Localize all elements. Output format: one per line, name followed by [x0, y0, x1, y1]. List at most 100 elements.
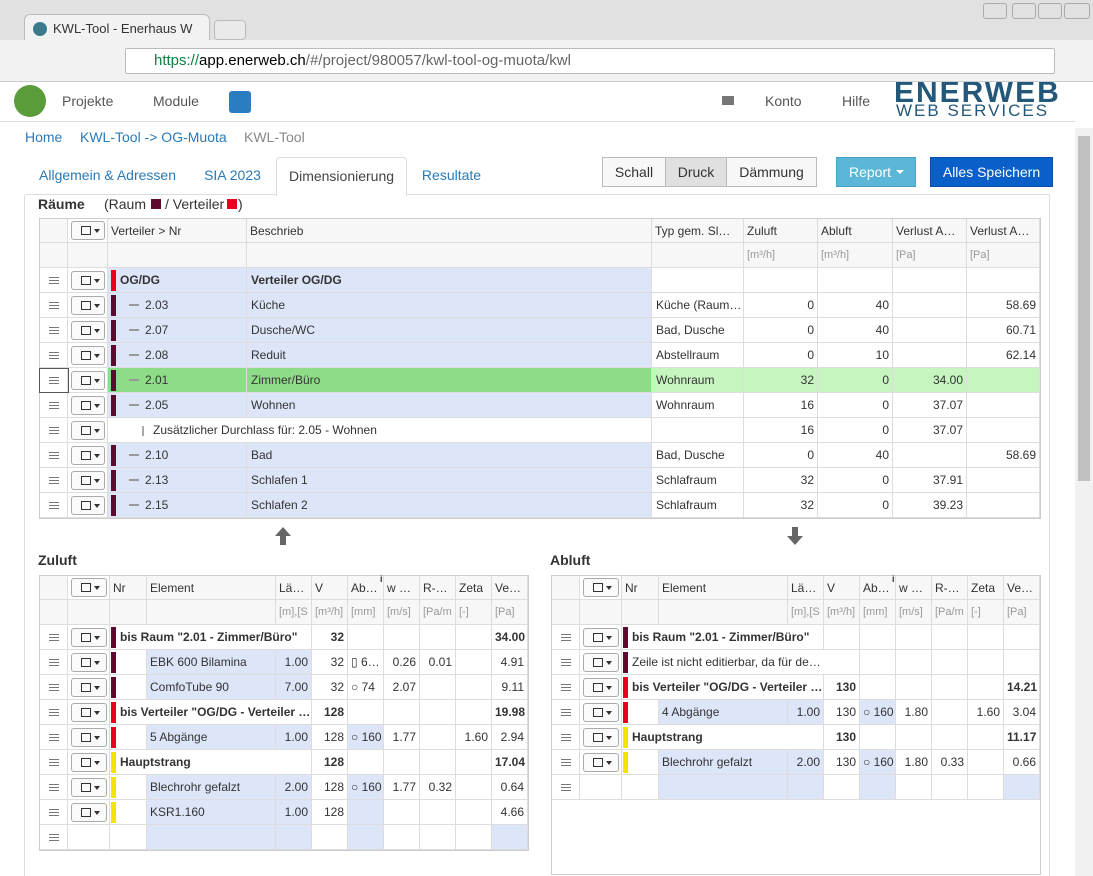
- row-menu-button[interactable]: [583, 653, 619, 672]
- column-header[interactable]: Nr: [110, 576, 147, 600]
- column-header[interactable]: Typ gem. Sl…: [652, 219, 744, 243]
- drag-handle[interactable]: [40, 800, 68, 825]
- column-header[interactable]: Element: [147, 576, 276, 600]
- table-cell[interactable]: Bad: [247, 443, 652, 468]
- row-menu-button[interactable]: [71, 446, 105, 465]
- table-cell[interactable]: Küche: [247, 293, 652, 318]
- drag-handle[interactable]: [552, 750, 580, 775]
- drag-handle[interactable]: [40, 393, 68, 418]
- row-menu-button[interactable]: [583, 753, 619, 772]
- column-header[interactable]: Verlust A…: [967, 219, 1040, 243]
- column-header[interactable]: Ve…: [1004, 576, 1040, 600]
- row-menu-button[interactable]: [71, 653, 107, 672]
- table-cell[interactable]: Hauptstrang: [629, 725, 824, 750]
- column-header[interactable]: Nr: [622, 576, 659, 600]
- row-menu-button[interactable]: [71, 471, 105, 490]
- row-menu-button[interactable]: [71, 221, 105, 240]
- report-button[interactable]: Report: [836, 157, 916, 187]
- column-header[interactable]: Element: [659, 576, 788, 600]
- table-cell[interactable]: 4 Abgänge: [659, 700, 788, 725]
- column-header[interactable]: V: [824, 576, 860, 600]
- table-cell[interactable]: bis Verteiler "OG/DG - Verteiler …: [629, 675, 824, 700]
- column-header[interactable]: Verteiler > Nr: [108, 219, 247, 243]
- column-header[interactable]: Ab…: [860, 576, 896, 600]
- drag-handle[interactable]: [40, 443, 68, 468]
- toggle-button[interactable]: Dämmung: [726, 157, 817, 187]
- fan-icon[interactable]: [229, 91, 251, 113]
- address-bar[interactable]: https://app.enerweb.ch/#/project/980057/…: [125, 48, 1055, 74]
- minimize-button[interactable]: [1012, 3, 1036, 19]
- column-header[interactable]: Verlust A…: [893, 219, 967, 243]
- column-header[interactable]: Ve…: [492, 576, 528, 600]
- table-cell[interactable]: Zimmer/Büro: [247, 368, 652, 393]
- toggle-button[interactable]: Schall: [602, 157, 666, 187]
- column-header[interactable]: Zuluft: [744, 219, 818, 243]
- row-menu-button[interactable]: [71, 371, 105, 390]
- toggle-button[interactable]: Druck: [665, 157, 727, 187]
- column-header[interactable]: V: [312, 576, 348, 600]
- table-cell[interactable]: Hauptstrang: [117, 750, 312, 775]
- table-cell[interactable]: Reduit: [247, 343, 652, 368]
- table-cell[interactable]: Zusätzlicher Durchlass für: 2.05 - Wohne…: [108, 418, 652, 443]
- table-cell[interactable]: [659, 775, 788, 800]
- drag-handle[interactable]: [40, 418, 68, 443]
- row-menu-button[interactable]: [71, 703, 107, 722]
- arrow-up[interactable]: [274, 526, 292, 546]
- row-menu-button[interactable]: [71, 321, 105, 340]
- row-menu-button[interactable]: [71, 678, 107, 697]
- maximize-button[interactable]: [1038, 3, 1062, 19]
- row-menu-button[interactable]: [583, 703, 619, 722]
- table-cell[interactable]: bis Raum "2.01 - Zimmer/Büro": [117, 625, 312, 650]
- row-menu-button[interactable]: [71, 803, 107, 822]
- column-header[interactable]: Ab…: [348, 576, 384, 600]
- drag-handle[interactable]: [40, 750, 68, 775]
- column-header[interactable]: Beschrieb: [247, 219, 652, 243]
- row-menu-button[interactable]: [71, 271, 105, 290]
- column-header[interactable]: w …: [896, 576, 932, 600]
- column-header[interactable]: Lä…: [788, 576, 824, 600]
- drag-handle[interactable]: [40, 675, 68, 700]
- tab[interactable]: Resultate: [408, 157, 495, 194]
- row-menu-button[interactable]: [583, 578, 619, 597]
- scrollbar[interactable]: [1075, 128, 1093, 876]
- table-cell[interactable]: Schlafen 2: [247, 493, 652, 518]
- profile-button[interactable]: [983, 3, 1007, 19]
- table-cell[interactable]: 5 Abgänge: [147, 725, 276, 750]
- drag-handle[interactable]: [40, 493, 68, 518]
- row-menu-button[interactable]: [583, 678, 619, 697]
- tab[interactable]: Allgemein & Adressen: [26, 157, 189, 194]
- nav-item[interactable]: Konto: [765, 93, 802, 109]
- drag-handle[interactable]: [40, 468, 68, 493]
- drag-handle[interactable]: [40, 775, 68, 800]
- column-header[interactable]: Abluft: [818, 219, 893, 243]
- tab[interactable]: Dimensionierung: [276, 157, 407, 196]
- drag-handle[interactable]: [552, 625, 580, 650]
- row-menu-button[interactable]: [71, 628, 107, 647]
- table-cell[interactable]: ComfoTube 90: [147, 675, 276, 700]
- close-button[interactable]: [1064, 3, 1090, 19]
- table-cell[interactable]: Wohnen: [247, 393, 652, 418]
- column-header[interactable]: Zeta: [456, 576, 492, 600]
- table-cell[interactable]: bis Raum "2.01 - Zimmer/Büro": [629, 625, 824, 650]
- table-cell[interactable]: bis Verteiler "OG/DG - Verteiler …: [117, 700, 312, 725]
- table-cell[interactable]: Zeile ist nicht editierbar, da für de…: [629, 650, 860, 675]
- row-menu-button[interactable]: [71, 496, 105, 515]
- drag-handle[interactable]: [552, 725, 580, 750]
- breadcrumb-item[interactable]: Home: [25, 129, 63, 145]
- row-menu-button[interactable]: [71, 753, 107, 772]
- row-menu-button[interactable]: [71, 396, 105, 415]
- column-header[interactable]: R-…: [420, 576, 456, 600]
- drag-handle[interactable]: [552, 775, 580, 800]
- row-menu-button[interactable]: [71, 578, 107, 597]
- drag-handle[interactable]: [40, 343, 68, 368]
- table-cell[interactable]: Verteiler OG/DG: [247, 268, 652, 293]
- drag-handle[interactable]: [40, 725, 68, 750]
- drag-handle[interactable]: [552, 700, 580, 725]
- save-button[interactable]: Alles Speichern: [930, 157, 1053, 187]
- row-menu-button[interactable]: [71, 296, 105, 315]
- column-header[interactable]: Zeta: [968, 576, 1004, 600]
- row-menu-button[interactable]: [583, 628, 619, 647]
- nav-item[interactable]: Hilfe: [842, 93, 871, 109]
- drag-handle[interactable]: [40, 268, 68, 293]
- drag-handle[interactable]: [40, 650, 68, 675]
